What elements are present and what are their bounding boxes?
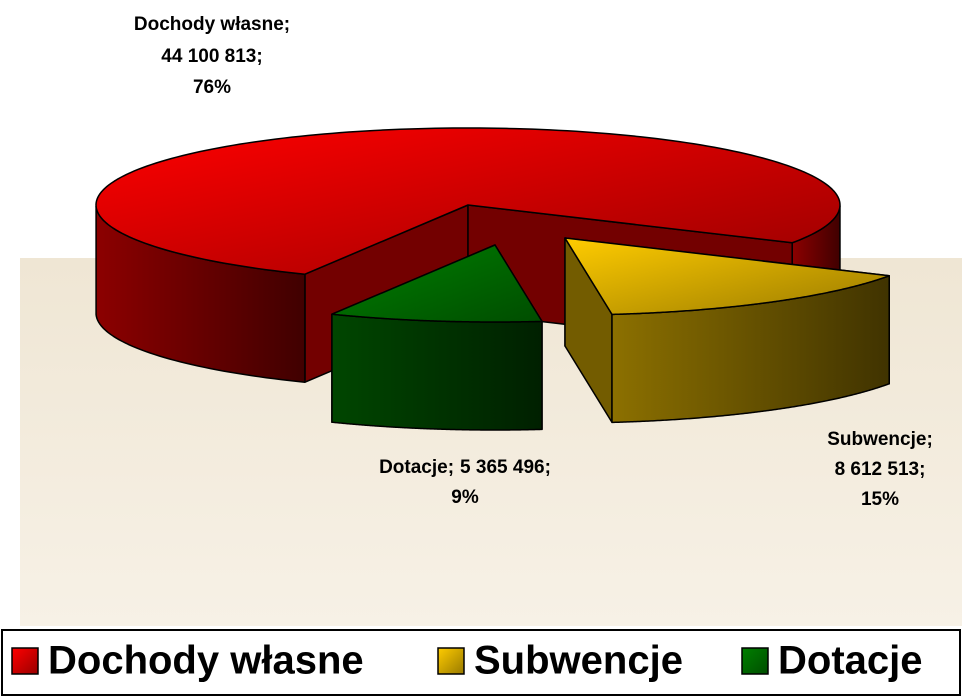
legend: Dochody własne Subwencje Dotacje xyxy=(11,639,923,683)
legend-label: Subwencje xyxy=(474,639,683,683)
label-part: ; xyxy=(545,457,551,478)
label-part: Dochody własne xyxy=(134,14,284,35)
data-label: 9% xyxy=(451,487,479,508)
slice-top xyxy=(564,237,890,316)
label-part: Dotacje xyxy=(379,457,448,478)
label-part: 76% xyxy=(193,77,231,98)
legend-box xyxy=(1,629,961,696)
label-part: 5 365 496 xyxy=(460,457,545,478)
data-label: 8 612 513; xyxy=(835,459,926,480)
label-part: ; xyxy=(919,459,925,480)
label-part: ; xyxy=(256,46,262,67)
data-label: Dotacje; 5 365 496; xyxy=(379,457,551,478)
legend-swatch xyxy=(741,647,769,675)
legend-label: Dotacje xyxy=(778,639,923,683)
label-part: 8 612 513 xyxy=(835,459,920,480)
label-part: ; xyxy=(448,457,454,478)
data-label: Dochody własne; xyxy=(134,14,290,35)
slice xyxy=(564,237,890,424)
legend-swatch xyxy=(11,647,39,675)
label-part: 9% xyxy=(451,487,479,508)
data-label: Subwencje; xyxy=(827,429,933,450)
data-label: 76% xyxy=(193,77,231,98)
slice-top xyxy=(331,244,543,323)
legend-swatch xyxy=(437,647,465,675)
pie xyxy=(95,127,890,431)
label-part: ; xyxy=(284,14,290,35)
label-part: 44 100 813 xyxy=(161,46,256,67)
label-part: Subwencje xyxy=(827,429,926,450)
labels: Dochody własne;44 100 813;76%Subwencje;8… xyxy=(134,14,933,510)
slice-side xyxy=(331,313,543,431)
slice xyxy=(331,244,543,431)
data-label: 44 100 813; xyxy=(161,46,262,67)
slice-top xyxy=(95,127,841,275)
label-part: ; xyxy=(926,429,932,450)
legend-label: Dochody własne xyxy=(48,639,364,683)
data-label: 15% xyxy=(861,489,899,510)
label-part: 15% xyxy=(861,489,899,510)
